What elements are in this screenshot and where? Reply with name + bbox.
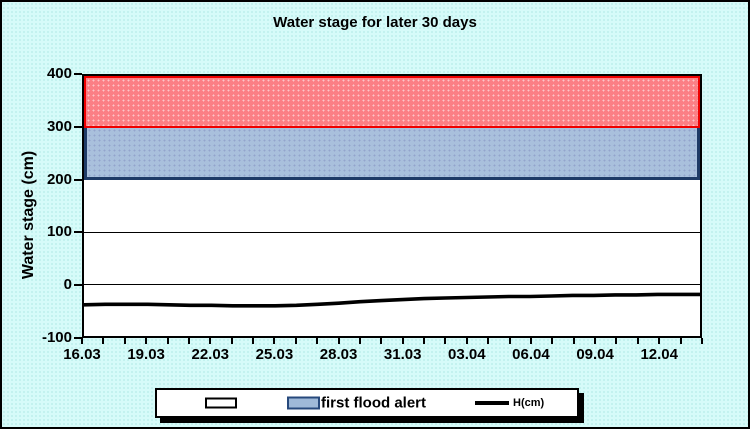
h-series-chart	[84, 292, 700, 308]
x-tick-label: 09.04	[576, 346, 614, 363]
x-tick-mark	[316, 338, 319, 344]
x-tick-mark	[252, 338, 255, 344]
gridline-100	[84, 232, 700, 233]
legend-label-first-flood-alert: first flood alert	[321, 394, 427, 412]
x-tick-mark	[145, 338, 148, 344]
x-tick-mark	[230, 338, 233, 344]
x-tick-mark	[337, 338, 340, 344]
x-tick-mark	[679, 338, 682, 344]
y-tick-mark	[74, 125, 82, 128]
x-tick-mark	[508, 338, 511, 344]
plot-area	[82, 74, 702, 338]
x-tick-mark	[209, 338, 212, 344]
x-tick-label: 28.03	[319, 346, 358, 363]
x-tick-mark	[358, 338, 361, 344]
x-tick-mark	[102, 338, 105, 344]
x-tick-mark	[529, 338, 532, 344]
h-series-line	[84, 292, 700, 308]
x-tick-mark	[294, 338, 297, 344]
x-tick-mark	[572, 338, 575, 344]
x-tick-label: 06.04	[512, 346, 550, 363]
y-axis-title: Water stage (cm)	[20, 150, 37, 280]
x-tick-label: 22.03	[191, 346, 230, 363]
y-tick-mark	[74, 178, 82, 181]
x-tick-mark	[701, 338, 703, 344]
empty-series-swatch-icon	[205, 397, 237, 409]
x-tick-label: 12.04	[640, 346, 678, 363]
y-tick-label: 100	[46, 223, 72, 241]
y-tick-label: 200	[46, 170, 72, 188]
x-tick-mark	[594, 338, 597, 344]
x-tick-mark	[166, 338, 169, 344]
x-tick-label: 25.03	[255, 346, 294, 363]
y-tick-label: -100	[41, 329, 72, 346]
flood-zone-band	[84, 76, 700, 128]
y-tick-mark	[74, 231, 82, 234]
y-tick-mark	[74, 73, 82, 75]
x-tick-mark	[401, 338, 404, 344]
legend: first flood alert H(cm)	[155, 388, 579, 418]
y-tick-label: 0	[63, 276, 72, 294]
x-tick-mark	[444, 338, 447, 344]
x-tick-mark	[273, 338, 276, 344]
x-tick-label: 03.04	[448, 346, 486, 363]
x-tick-mark	[658, 338, 661, 344]
x-tick-mark	[636, 338, 639, 344]
y-tick-mark	[74, 284, 82, 287]
x-tick-label: 31.03	[383, 346, 422, 363]
x-tick-mark	[487, 338, 490, 344]
x-tick-mark	[465, 338, 468, 344]
x-tick-label: 16.03	[63, 346, 101, 363]
first-flood-alert-band	[84, 128, 700, 180]
legend-label-hcm: H(cm)	[513, 397, 545, 409]
h-line-swatch-icon	[475, 401, 509, 405]
x-tick-mark	[123, 338, 126, 344]
x-tick-mark	[81, 338, 83, 344]
x-tick-mark	[187, 338, 190, 344]
x-tick-mark	[380, 338, 383, 344]
first-flood-alert-swatch-icon	[287, 396, 320, 410]
y-tick-mark	[74, 337, 82, 339]
y-tick-label: 400	[46, 65, 72, 82]
y-tick-label: 300	[46, 117, 72, 135]
x-tick-mark	[423, 338, 426, 344]
x-tick-label: 19.03	[127, 346, 165, 363]
x-tick-mark	[551, 338, 554, 344]
x-tick-mark	[615, 338, 618, 344]
chart-title: Water stage for later 30 days	[273, 14, 477, 31]
gridline-0	[84, 284, 700, 285]
